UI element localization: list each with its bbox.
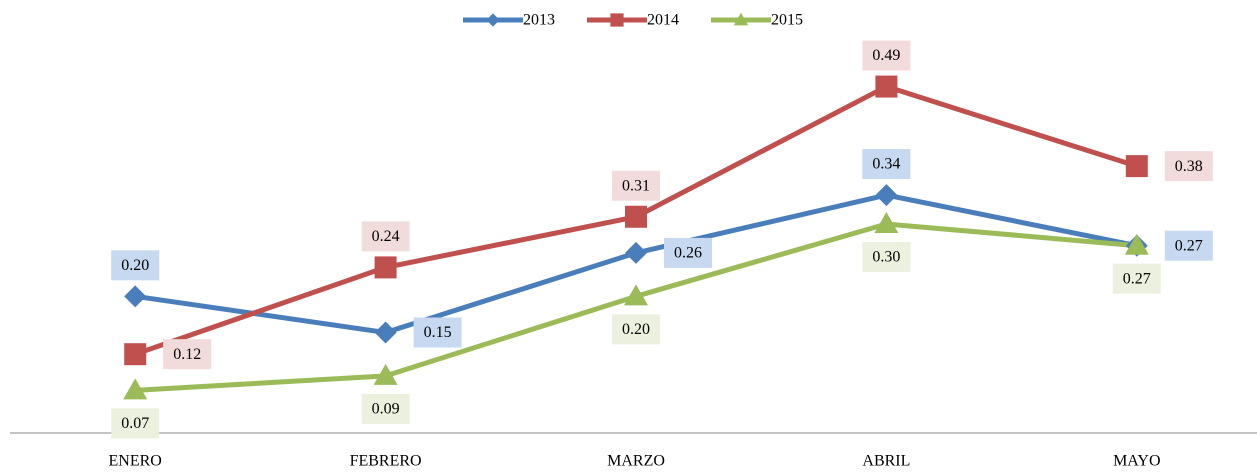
point-marker xyxy=(624,284,648,306)
data-label: 0.12 xyxy=(173,346,201,363)
data-label: 0.07 xyxy=(121,415,149,432)
data-label-bg xyxy=(862,242,911,272)
x-tick-label: MARZO xyxy=(607,453,665,470)
data-label-bg xyxy=(1112,263,1161,294)
data-label-bg xyxy=(1164,151,1213,182)
point-marker xyxy=(374,256,397,279)
point-marker xyxy=(1125,155,1148,178)
data-label: 0.34 xyxy=(872,156,900,173)
legend-label: 2013 xyxy=(523,12,555,29)
data-label: 0.49 xyxy=(872,47,900,64)
point-marker xyxy=(625,205,647,228)
data-label: 0.31 xyxy=(622,177,650,194)
data-label: 0.27 xyxy=(1123,270,1151,287)
data-label-bg xyxy=(612,170,660,201)
point-marker xyxy=(625,241,647,264)
legend-marker xyxy=(733,12,749,26)
legend-marker xyxy=(610,13,624,27)
x-tick-label: ABRIL xyxy=(862,453,910,470)
data-label-bg xyxy=(361,221,410,252)
point-marker xyxy=(1124,233,1149,255)
data-label-bg xyxy=(111,250,160,281)
data-label: 0.27 xyxy=(1175,237,1203,254)
data-label-bg xyxy=(862,149,911,180)
point-marker xyxy=(874,212,899,233)
data-label-bg xyxy=(111,408,160,439)
x-tick-label: FEBRERO xyxy=(350,453,422,470)
data-label: 0.20 xyxy=(622,321,650,338)
data-label-bg xyxy=(413,317,462,348)
data-label: 0.26 xyxy=(674,245,702,262)
legend-label: 2014 xyxy=(647,12,679,29)
point-marker xyxy=(374,321,397,344)
legend-label: 2015 xyxy=(771,12,803,29)
legend-marker xyxy=(486,13,500,27)
data-label-bg xyxy=(1164,230,1213,261)
data-label: 0.15 xyxy=(424,324,452,341)
point-marker xyxy=(373,363,398,385)
data-label: 0.09 xyxy=(372,401,400,418)
point-marker xyxy=(124,343,147,366)
x-tick-label: MAYO xyxy=(1113,453,1160,470)
point-marker xyxy=(124,285,147,308)
data-label: 0.20 xyxy=(121,257,149,274)
point-marker xyxy=(875,184,898,207)
point-marker xyxy=(123,378,148,400)
data-label-bg xyxy=(862,40,911,71)
data-label-bg xyxy=(612,314,660,345)
data-label-bg xyxy=(664,237,712,268)
point-marker xyxy=(875,75,898,98)
data-label-bg xyxy=(163,339,212,370)
x-tick-label: ENERO xyxy=(109,453,162,470)
data-label: 0.38 xyxy=(1175,158,1203,175)
data-label: 0.24 xyxy=(372,228,400,245)
data-label: 0.30 xyxy=(872,249,900,266)
data-label-bg xyxy=(361,393,410,424)
